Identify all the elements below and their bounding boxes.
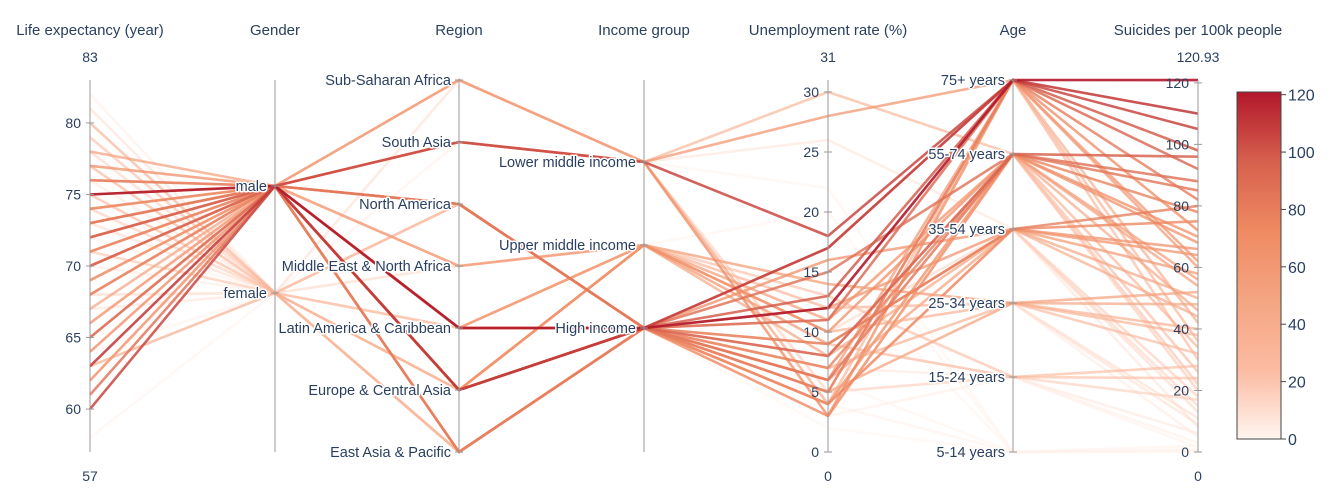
axis-range-bottom-unemp: 0 [824, 468, 832, 484]
axis-range-bottom-suicides: 0 [1194, 468, 1202, 484]
category-label-age-15-24-years: 15-24 years [928, 370, 1005, 386]
tick-label-unemp-30: 30 [803, 84, 819, 100]
category-label-age-5-14-years: 5-14 years [936, 445, 1005, 461]
axis-title-region[interactable]: Region [435, 22, 483, 39]
tick-label-unemp-0: 0 [811, 444, 819, 460]
category-label-region-north-america: North America [359, 197, 452, 213]
axis-title-gender[interactable]: Gender [250, 22, 300, 39]
colorbar-gradient [1237, 92, 1281, 439]
category-label-region-europe-central-asia: Europe & Central Asia [308, 383, 452, 399]
category-label-region-latin-america-caribbean: Latin America & Caribbean [279, 321, 452, 337]
colorbar: 0 20 40 60 80 100 120 [1237, 88, 1315, 449]
tick-label-life-80: 80 [65, 115, 81, 131]
axes-layer [86, 80, 1202, 452]
colorbar-label-100: 100 [1288, 145, 1315, 162]
category-label-region-sub-saharan-africa: Sub-Saharan Africa [325, 73, 452, 89]
tick-label-unemp-5: 5 [811, 384, 819, 400]
tick-label-life-60: 60 [65, 401, 81, 417]
tick-label-suicides-0: 0 [1181, 444, 1189, 460]
tick-label-life-65: 65 [65, 330, 81, 346]
category-label-age-35-54-years: 35-54 years [928, 222, 1005, 238]
category-label-region-east-asia-pacific: East Asia & Pacific [330, 445, 451, 461]
axis-range-top-suicides: 120.93 [1177, 49, 1220, 65]
tick-label-unemp-25: 25 [803, 144, 819, 160]
category-label-region-south-asia: South Asia [382, 135, 452, 151]
tick-label-suicides-100: 100 [1166, 136, 1190, 152]
axis-range-top-unemp: 31 [820, 49, 836, 65]
tick-label-suicides-80: 80 [1173, 198, 1189, 214]
tick-label-suicides-120: 120 [1166, 75, 1190, 91]
category-label-gender-female: female [223, 286, 267, 302]
category-label-income-upper-middle-income: Upper middle income [499, 238, 636, 254]
category-label-income-lower-middle-income: Lower middle income [499, 155, 636, 171]
tick-label-unemp-10: 10 [803, 324, 819, 340]
category-label-age-55-74-years: 55-74 years [928, 147, 1005, 163]
category-label-region-middle-east-north-africa: Middle East & North Africa [282, 259, 452, 275]
category-label-age-25-34-years: 25-34 years [928, 296, 1005, 312]
category-label-age-75-years: 75+ years [941, 73, 1005, 89]
colorbar-label-0: 0 [1288, 432, 1297, 449]
axis-range-bottom-life: 57 [82, 468, 98, 484]
category-label-gender-male: male [236, 179, 267, 195]
tick-label-life-75: 75 [65, 186, 81, 202]
colorbar-label-20: 20 [1288, 375, 1306, 392]
tick-label-life-70: 70 [65, 258, 81, 274]
tick-label-unemp-15: 15 [803, 264, 819, 280]
tick-label-suicides-60: 60 [1173, 259, 1189, 275]
axis-title-unemp[interactable]: Unemployment rate (%) [749, 22, 907, 39]
colorbar-label-60: 60 [1288, 260, 1306, 277]
axis-title-income[interactable]: Income group [598, 22, 690, 39]
tick-label-suicides-40: 40 [1173, 321, 1189, 337]
colorbar-label-120: 120 [1288, 88, 1315, 105]
category-label-income-high-income: High income [555, 321, 636, 337]
colorbar-label-40: 40 [1288, 317, 1306, 334]
colorbar-label-80: 80 [1288, 202, 1306, 219]
axis-range-top-life: 83 [82, 49, 98, 65]
axis-title-age[interactable]: Age [1000, 22, 1027, 39]
axis-title-suicides[interactable]: Suicides per 100k people [1114, 22, 1282, 39]
tick-label-suicides-20: 20 [1173, 382, 1189, 398]
axis-title-life[interactable]: Life expectancy (year) [16, 22, 164, 39]
tick-label-unemp-20: 20 [803, 204, 819, 220]
